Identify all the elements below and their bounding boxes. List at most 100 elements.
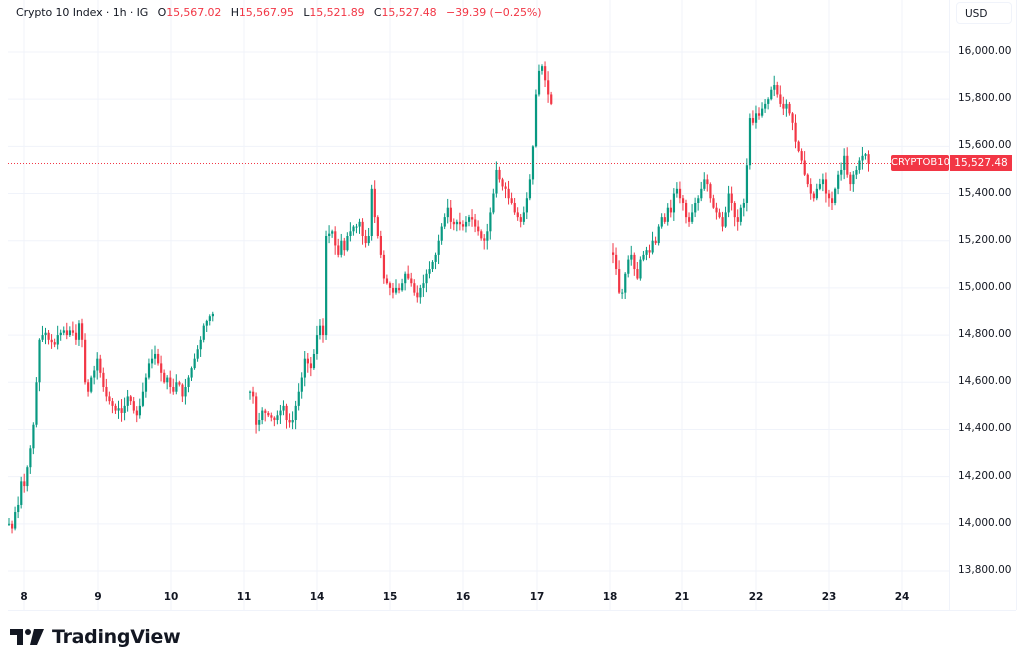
candle-body [120, 408, 123, 413]
time-tick-label: 15 [382, 591, 398, 603]
time-tick-label: 18 [602, 591, 618, 603]
candle-body [636, 269, 639, 279]
candle-body [96, 358, 99, 371]
time-tick-label: 24 [894, 591, 910, 603]
time-scale-border [8, 610, 1016, 611]
candle-body [349, 231, 352, 237]
candle-body [196, 349, 199, 359]
candle-body [739, 207, 742, 222]
candle-body [428, 269, 431, 274]
candle-body [65, 330, 68, 336]
candle-body [489, 212, 492, 232]
candle-body [758, 113, 761, 116]
candle-body [483, 238, 486, 241]
candle-body [288, 420, 291, 423]
candle-body [855, 169, 858, 175]
candle-body [147, 363, 151, 378]
candle-body [388, 283, 392, 288]
candle-body [303, 358, 306, 378]
candle-body [249, 391, 252, 393]
candle-body [50, 339, 53, 343]
candle-body [56, 335, 59, 345]
candle-body [328, 233, 331, 237]
candle-body [99, 358, 102, 373]
price-tick-label: 15,800.00 [958, 92, 1012, 105]
candle-body [71, 330, 75, 333]
tradingview-logo-icon [10, 629, 44, 645]
candle-body [346, 236, 349, 251]
candle-body [276, 415, 279, 421]
candle-body [267, 412, 270, 416]
candle-body [325, 236, 328, 336]
time-tick-label: 10 [163, 591, 179, 603]
candle-body [379, 236, 382, 255]
candle-body [160, 363, 163, 373]
candle-body [135, 410, 138, 416]
candle-body [748, 118, 752, 166]
candle-body [211, 313, 214, 317]
candle-body [846, 155, 849, 175]
candle-body [144, 377, 148, 392]
candle-body [618, 269, 621, 293]
candle-body [68, 330, 72, 336]
candle-body [657, 226, 660, 244]
price-tick-label: 16,000.00 [958, 45, 1012, 57]
candle-body [150, 358, 154, 364]
candle-body [367, 236, 370, 244]
candle-body [773, 85, 776, 90]
candle-body [434, 254, 437, 262]
price-tick-label: 15,000.00 [958, 280, 1012, 293]
price-tick-label: 15,200.00 [958, 233, 1012, 246]
low-value: 15,521.89 [309, 6, 365, 19]
candle-body [306, 358, 309, 364]
currency-selector[interactable]: USD [956, 2, 1012, 24]
candle-body [809, 184, 812, 194]
candle-body [343, 240, 346, 251]
candle-body [105, 386, 108, 397]
candle-body [458, 221, 462, 225]
candle-body [258, 420, 261, 425]
price-scale-border [949, 0, 950, 610]
candle-body [163, 372, 166, 383]
candle-body [694, 202, 697, 213]
candle-body [419, 287, 422, 298]
candle-body [537, 70, 541, 95]
time-tick-label: 21 [674, 591, 690, 603]
candle-body [352, 226, 355, 232]
candle-body [41, 335, 44, 340]
candle-body [794, 122, 797, 142]
candle-body [510, 198, 513, 203]
candle-body [531, 146, 535, 180]
candle-body [318, 325, 322, 336]
candle-body [534, 94, 538, 147]
candle-body [797, 141, 800, 152]
candle-body [818, 184, 822, 189]
candle-body [547, 80, 550, 95]
candle-body [312, 353, 316, 369]
candle-body [208, 316, 211, 321]
candle-body [138, 405, 141, 416]
candle-body [468, 217, 471, 222]
price-tick-label: 15,600.00 [958, 139, 1012, 152]
candle-body [443, 217, 446, 227]
candle-body [449, 207, 452, 222]
candle-body [803, 160, 806, 175]
price-tick-label: 13,800.00 [958, 564, 1012, 576]
price-tick-label: 14,400.00 [958, 422, 1012, 435]
candle-body [205, 320, 208, 326]
candle-body [355, 226, 358, 228]
candle-body [47, 332, 50, 340]
tradingview-logo[interactable]: TradingView [10, 624, 181, 650]
candle-body [401, 283, 404, 291]
candle-body [425, 273, 428, 284]
candle-body [361, 221, 364, 237]
candle-body [297, 391, 300, 406]
candle-body [770, 89, 773, 100]
candle-body [117, 408, 120, 411]
symbol-title[interactable]: Crypto 10 Index · 1h · IG [16, 6, 149, 19]
candle-body [624, 273, 627, 293]
candle-body [172, 386, 175, 392]
candle-body [273, 417, 276, 421]
